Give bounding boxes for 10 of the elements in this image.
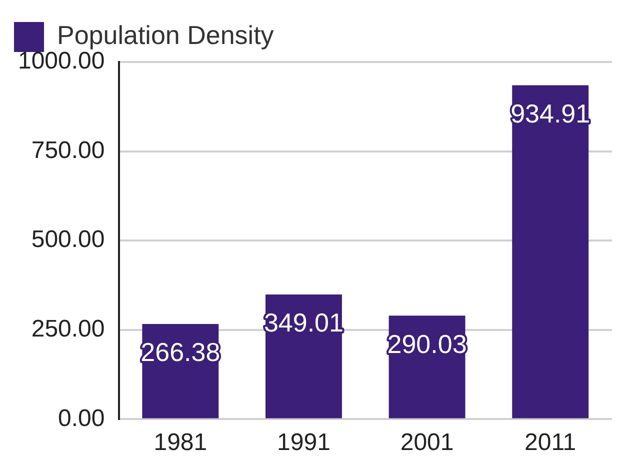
x-tick-label: 2001 [400, 429, 454, 456]
bar [512, 85, 589, 418]
y-tick-label: 500.00 [31, 226, 105, 254]
x-tick-label: 1981 [154, 429, 208, 456]
y-tick-label: 0.00 [58, 404, 105, 432]
x-tick-label: 2011 [524, 429, 576, 456]
y-tick-label: 250.00 [31, 316, 105, 343]
legend-label: Population Density [57, 20, 274, 50]
x-tick-label: 1991 [277, 429, 330, 456]
y-tick-label: 750.00 [31, 136, 105, 164]
